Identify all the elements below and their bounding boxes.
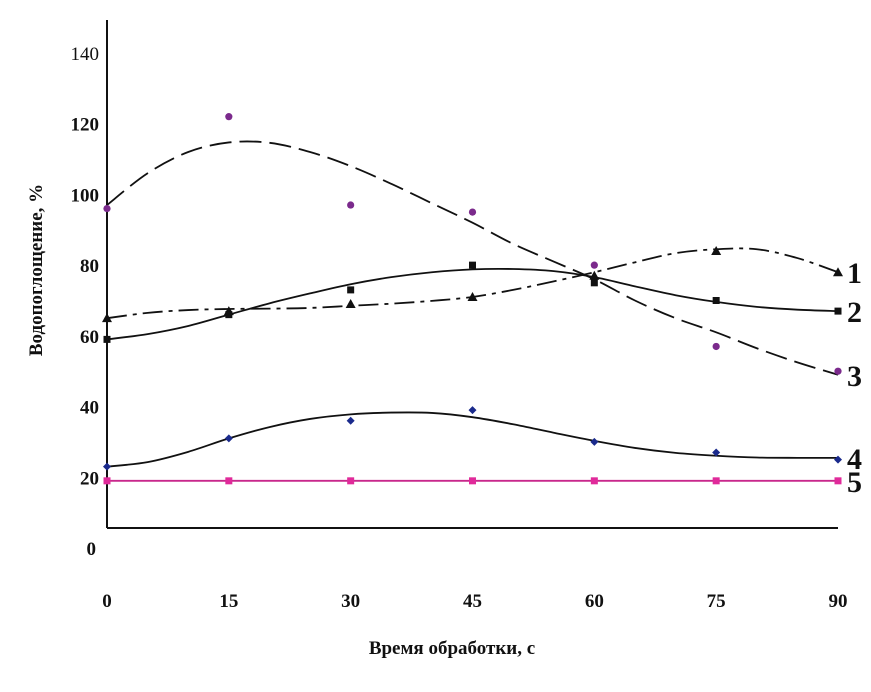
x-tick-label: 75	[707, 591, 726, 612]
x-tick-label: 90	[829, 591, 848, 612]
data-point-series-4	[834, 455, 842, 464]
trend-line-series-3	[106, 140, 839, 376]
data-point-series-4	[712, 448, 721, 457]
series-label-1: 1	[847, 257, 862, 290]
x-axis-title: Время обработки, с	[369, 638, 535, 659]
series-label-5: 5	[847, 466, 862, 499]
data-point-series-5	[712, 477, 720, 485]
data-point-series-2	[347, 286, 355, 294]
data-point-series-5	[590, 477, 598, 485]
data-point-series-1	[833, 267, 843, 277]
data-point-series-1	[711, 246, 722, 255]
data-point-series-1	[467, 291, 478, 301]
data-point-series-5	[834, 477, 842, 485]
data-point-series-3	[590, 261, 598, 269]
y-tick-label: 120	[71, 115, 100, 136]
y-tick-label: 60	[80, 327, 99, 348]
data-point-series-3	[103, 204, 111, 213]
data-point-series-1	[102, 313, 112, 323]
data-point-series-1	[345, 299, 356, 309]
data-point-series-4	[468, 406, 477, 415]
data-point-series-3	[834, 367, 842, 375]
y-tick-label: 20	[80, 468, 99, 489]
data-point-series-4	[224, 434, 233, 443]
data-point-series-2	[834, 307, 842, 315]
y-tick-label: 80	[80, 256, 99, 277]
y-tick-label: 140	[71, 44, 100, 65]
data-point-series-2	[712, 297, 720, 304]
trend-line-series-1	[106, 247, 839, 320]
x-tick-label: 30	[341, 591, 360, 612]
series-labels: 1 2 3 45	[847, 257, 862, 499]
data-point-series-3	[468, 208, 477, 216]
data-point-series-5	[347, 477, 355, 485]
x-tick-labels: 0 15 30 45 60 75 90	[102, 591, 847, 612]
data-point-series-1	[589, 270, 600, 280]
x-tick-label: 60	[585, 591, 604, 612]
data-point-series-5	[469, 477, 476, 485]
x-tick-label: 0	[102, 591, 112, 612]
x-tick-label: 45	[463, 591, 482, 612]
axes	[106, 20, 838, 529]
data-point-series-2	[103, 335, 111, 343]
series-label-4: 4	[847, 443, 862, 476]
y-tick-label: 100	[71, 185, 100, 206]
trend-line-series-4	[106, 411, 839, 468]
data-point-series-4	[346, 416, 355, 425]
y-axis-title: Водопоглощение, %	[26, 184, 47, 356]
data-point-series-5	[225, 477, 233, 485]
data-markers	[102, 113, 843, 485]
data-point-series-4	[103, 462, 111, 471]
data-point-series-3	[347, 201, 355, 209]
series-label-2: 2	[847, 296, 862, 329]
data-point-series-4	[590, 437, 599, 446]
data-point-series-5	[103, 477, 111, 485]
trend-curves	[106, 140, 839, 482]
y-tick-label: 0	[87, 539, 97, 560]
series-label-3: 3	[847, 360, 862, 393]
data-point-series-2	[590, 279, 598, 287]
x-tick-label: 15	[219, 591, 238, 612]
y-tick-labels: 0 20 40 60 80 100 120 140	[71, 44, 100, 560]
y-tick-label: 40	[80, 398, 99, 419]
data-point-series-3	[712, 342, 720, 351]
data-point-series-3	[225, 113, 233, 121]
data-point-series-2	[225, 311, 233, 319]
trend-line-series-2	[106, 267, 839, 341]
data-point-series-2	[469, 261, 476, 269]
